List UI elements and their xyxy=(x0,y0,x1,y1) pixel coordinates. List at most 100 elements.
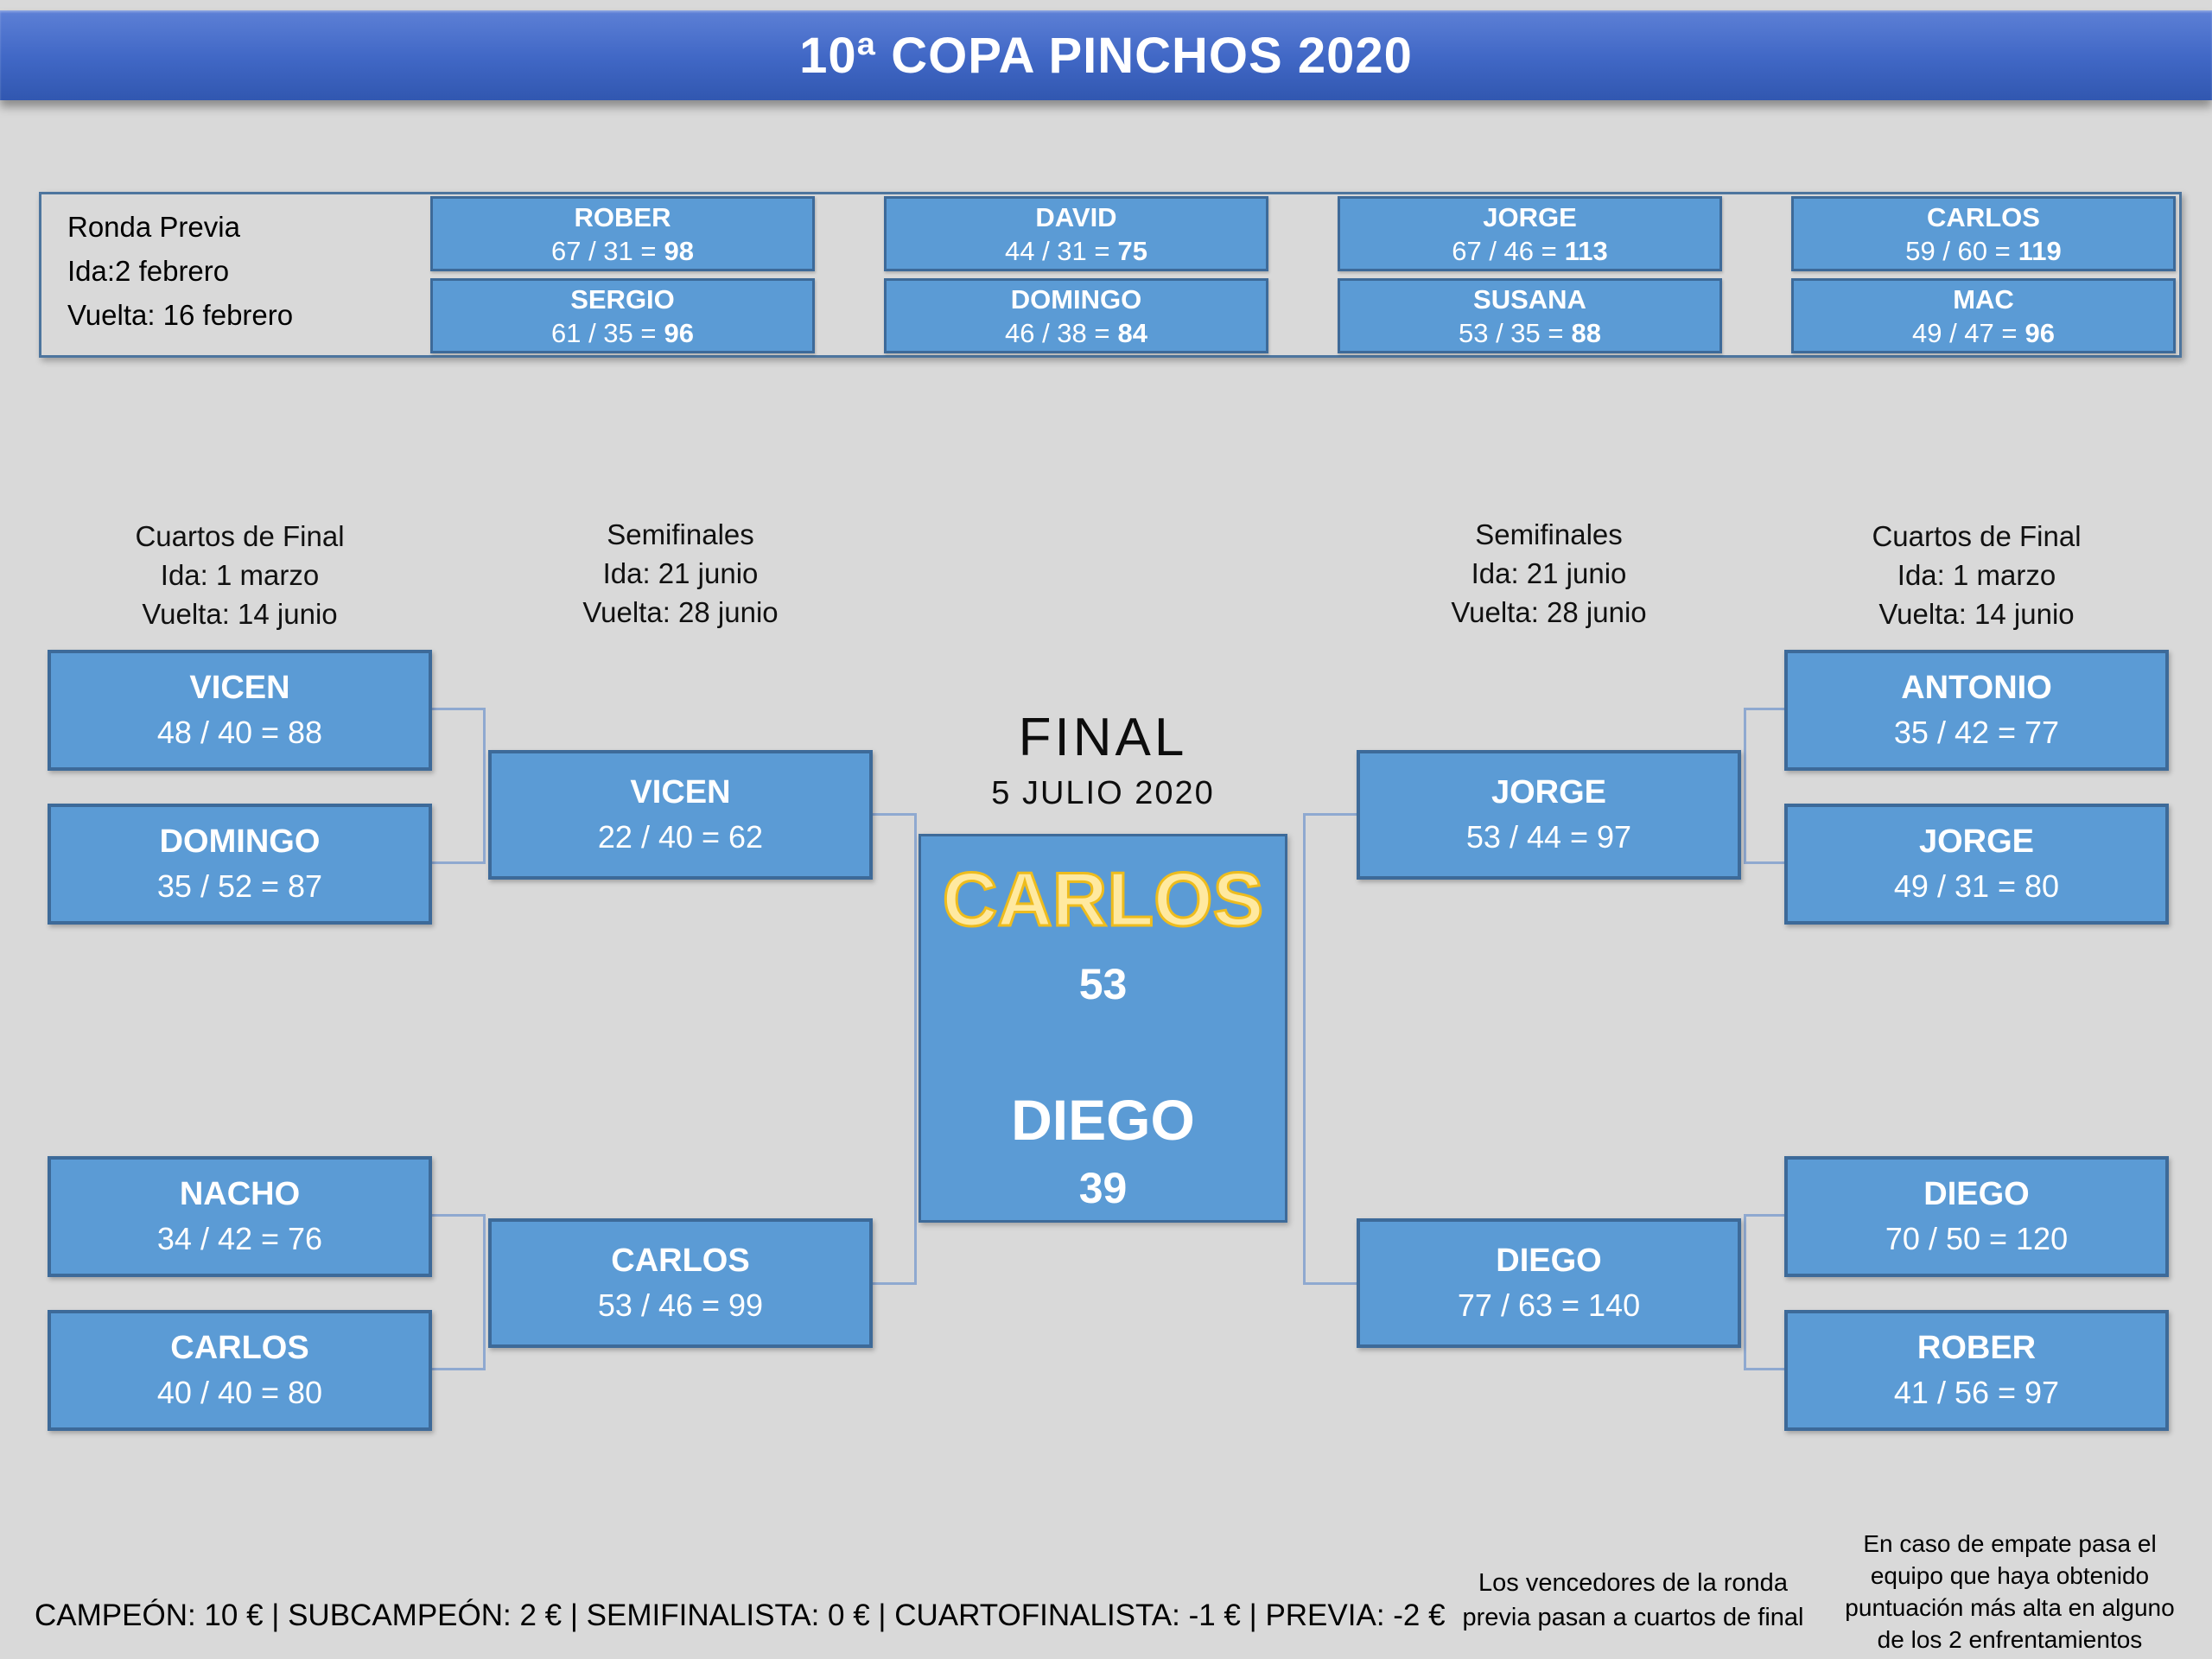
player-score: 77 / 63 = 140 xyxy=(1457,1287,1641,1323)
final-runnerup-name: DIEGO xyxy=(1011,1088,1195,1152)
player-score: 49 / 31 = 80 xyxy=(1893,868,2060,904)
previa-box-sergio: SERGIO 61 / 35 = 96 xyxy=(430,278,815,353)
previa-box-david: DAVID 44 / 31 = 75 xyxy=(884,196,1268,271)
qf-box-diego: DIEGO 70 / 50 = 120 xyxy=(1784,1156,2169,1277)
final-title: FINAL xyxy=(1018,708,1188,767)
player-name: CARLOS xyxy=(170,1330,309,1366)
qf-box-rober: ROBER 41 / 56 = 97 xyxy=(1784,1310,2169,1431)
round-vuelta: Vuelta: 28 junio xyxy=(1451,596,1647,628)
player-name: VICEN xyxy=(630,774,731,810)
previa-match-2: DAVID 44 / 31 = 75 DOMINGO 46 / 38 = 84 xyxy=(884,196,1268,353)
connector-line xyxy=(873,813,917,816)
connector-line xyxy=(1303,813,1357,816)
player-name: SERGIO xyxy=(570,283,675,315)
sf-box-carlos: CARLOS 53 / 46 = 99 xyxy=(488,1218,873,1348)
round-vuelta: Vuelta: 14 junio xyxy=(1878,598,2075,630)
player-name: VICEN xyxy=(189,670,290,706)
player-score: 49 / 47 = 96 xyxy=(1912,316,2055,350)
player-name: CARLOS xyxy=(611,1243,750,1279)
previa-ida: Ida:2 febrero xyxy=(67,255,230,287)
player-name: JORGE xyxy=(1918,823,2035,860)
player-score: 59 / 60 = 119 xyxy=(1905,234,2062,268)
previa-box-susana: SUSANA 53 / 35 = 88 xyxy=(1338,278,1722,353)
player-score: 67 / 46 = 113 xyxy=(1452,234,1608,268)
connector-line xyxy=(483,1214,486,1370)
score-prefix: 49 / 47 = xyxy=(1911,317,2018,348)
previa-box-carlos: CARLOS 59 / 60 = 119 xyxy=(1791,196,2176,271)
score-prefix: 59 / 60 = xyxy=(1905,235,2011,266)
final-winner-name: CARLOS xyxy=(941,856,1265,942)
prizes-line: CAMPEÓN: 10 € | SUBCAMPEÓN: 2 € | SEMIFI… xyxy=(35,1599,1446,1632)
note-line: previa pasan a cuartos de final xyxy=(1462,1604,1804,1631)
connector-line xyxy=(432,708,486,710)
qf-box-carlos: CARLOS 40 / 40 = 80 xyxy=(48,1310,432,1431)
connector-line xyxy=(1744,1214,1784,1217)
previa-match-1: ROBER 67 / 31 = 98 SERGIO 61 / 35 = 96 xyxy=(430,196,815,353)
connector-line xyxy=(432,1368,486,1370)
player-score: 40 / 40 = 80 xyxy=(156,1375,323,1410)
score-prefix: 46 / 38 = xyxy=(1004,317,1110,348)
note-line: En caso de empate pasa el xyxy=(1863,1530,2157,1557)
ronda-previa-frame: Ronda Previa Ida:2 febrero Vuelta: 16 fe… xyxy=(39,192,2182,358)
connector-line xyxy=(483,708,486,864)
player-score: 22 / 40 = 62 xyxy=(597,819,764,855)
player-name: SUSANA xyxy=(1473,283,1586,315)
page-title: 10ª COPA PINCHOS 2020 xyxy=(799,27,1413,84)
connector-line xyxy=(914,813,917,1285)
connector-line xyxy=(1744,861,1784,864)
sf-box-jorge: JORGE 53 / 44 = 97 xyxy=(1357,750,1741,880)
round-vuelta: Vuelta: 14 junio xyxy=(142,598,338,630)
title-banner: 10ª COPA PINCHOS 2020 xyxy=(0,10,2212,100)
round-ida: Ida: 21 junio xyxy=(1471,557,1627,589)
player-name: JORGE xyxy=(1491,774,1607,810)
score-prefix: 61 / 35 = xyxy=(550,317,657,348)
previa-box-domingo: DOMINGO 46 / 38 = 84 xyxy=(884,278,1268,353)
player-score: 35 / 52 = 87 xyxy=(156,868,323,904)
player-score: 41 / 56 = 97 xyxy=(1893,1375,2060,1410)
score-total: 119 xyxy=(2018,235,2062,266)
score-prefix: 53 / 35 = xyxy=(1458,317,1564,348)
player-score: 53 / 44 = 97 xyxy=(1465,819,1632,855)
connector-line xyxy=(1303,813,1306,1285)
player-name: DOMINGO xyxy=(1010,283,1142,315)
connector-line xyxy=(1744,1368,1784,1370)
final-box: CARLOS 53 DIEGO 39 xyxy=(918,834,1287,1223)
note-empate: En caso de empate pasa el equipo que hay… xyxy=(1821,1528,2198,1656)
previa-match-3: JORGE 67 / 46 = 113 SUSANA 53 / 35 = 88 xyxy=(1338,196,1722,353)
final-runnerup-score: 39 xyxy=(1078,1164,1128,1212)
player-name: CARLOS xyxy=(1927,201,2040,232)
player-name: DOMINGO xyxy=(159,823,321,860)
connector-line xyxy=(1744,708,1784,710)
previa-box-rober: ROBER 67 / 31 = 98 xyxy=(430,196,815,271)
score-prefix: 67 / 46 = xyxy=(1452,235,1557,266)
round-name: Cuartos de Final xyxy=(1872,520,2082,552)
connector-line xyxy=(1744,708,1746,864)
note-line: equipo que haya obtenido xyxy=(1870,1562,2150,1589)
header-cuartos-left: Cuartos de Final Ida: 1 marzo Vuelta: 14… xyxy=(48,517,432,633)
round-ida: Ida: 21 junio xyxy=(602,557,759,589)
previa-match-4: CARLOS 59 / 60 = 119 MAC 49 / 47 = 96 xyxy=(1791,196,2176,353)
qf-box-vicen: VICEN 48 / 40 = 88 xyxy=(48,650,432,771)
round-vuelta: Vuelta: 28 junio xyxy=(582,596,779,628)
player-name: NACHO xyxy=(179,1176,301,1212)
round-name: Semifinales xyxy=(1475,518,1623,550)
player-score: 44 / 31 = 75 xyxy=(1005,234,1147,268)
score-total: 98 xyxy=(664,235,694,266)
player-score: 53 / 46 = 99 xyxy=(597,1287,764,1323)
header-semis-left: Semifinales Ida: 21 junio Vuelta: 28 jun… xyxy=(488,515,873,632)
previa-vuelta: Vuelta: 16 febrero xyxy=(67,299,294,331)
header-semis-right: Semifinales Ida: 21 junio Vuelta: 28 jun… xyxy=(1357,515,1741,632)
player-name: MAC xyxy=(1953,283,2014,315)
note-line: puntuación más alta en alguno xyxy=(1845,1594,2175,1621)
score-total: 96 xyxy=(2024,317,2055,348)
player-score: 53 / 35 = 88 xyxy=(1459,316,1601,350)
score-total: 96 xyxy=(664,317,694,348)
sf-box-diego: DIEGO 77 / 63 = 140 xyxy=(1357,1218,1741,1348)
player-name: DAVID xyxy=(1035,201,1117,232)
player-name: DIEGO xyxy=(1496,1243,1602,1279)
player-name: ROBER xyxy=(574,201,671,232)
score-prefix: 44 / 31 = xyxy=(1004,235,1110,266)
player-name: DIEGO xyxy=(1923,1176,2030,1212)
connector-line xyxy=(1744,1214,1746,1370)
